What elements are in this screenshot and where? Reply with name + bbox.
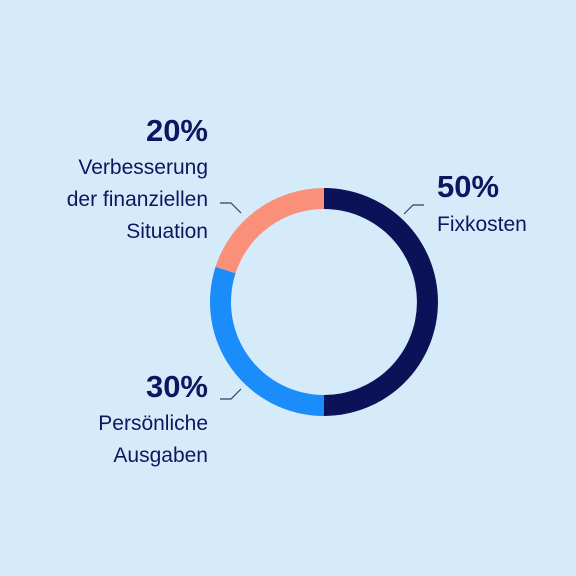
leader-line-verbesserung — [220, 202, 242, 214]
slice-label-fixkosten: 50% Fixkosten — [437, 169, 527, 236]
leader-line-fixkosten — [403, 204, 424, 215]
percent-label-verbesserung: 20% — [146, 113, 208, 148]
category-label-fixkosten: Fixkosten — [437, 213, 527, 236]
category-label-verbesserung-line-1: Verbesserung — [78, 156, 208, 179]
category-label-verbesserung-line-2: der finanziellen — [67, 188, 208, 211]
category-label-persoenliche-line-2: Ausgaben — [113, 444, 208, 467]
percent-label-persoenliche-ausgaben: 30% — [146, 369, 208, 404]
percent-label-fixkosten: 50% — [437, 169, 499, 204]
leader-line-persoenliche-ausgaben — [220, 388, 242, 400]
donut-slice-verbesserung — [215, 188, 324, 274]
slice-label-persoenliche-ausgaben: 30% Persönliche Ausgaben — [98, 369, 208, 467]
slice-label-verbesserung: 20% Verbesserung der finanziellen Situat… — [67, 113, 208, 243]
leader-lines — [220, 202, 424, 400]
donut-slice-fixkosten — [324, 188, 438, 416]
category-label-persoenliche-line-1: Persönliche — [98, 412, 208, 435]
category-label-verbesserung-line-3: Situation — [126, 220, 208, 243]
donut-slice-persoenliche-ausgaben — [209, 266, 324, 416]
donut-ring — [209, 188, 438, 416]
